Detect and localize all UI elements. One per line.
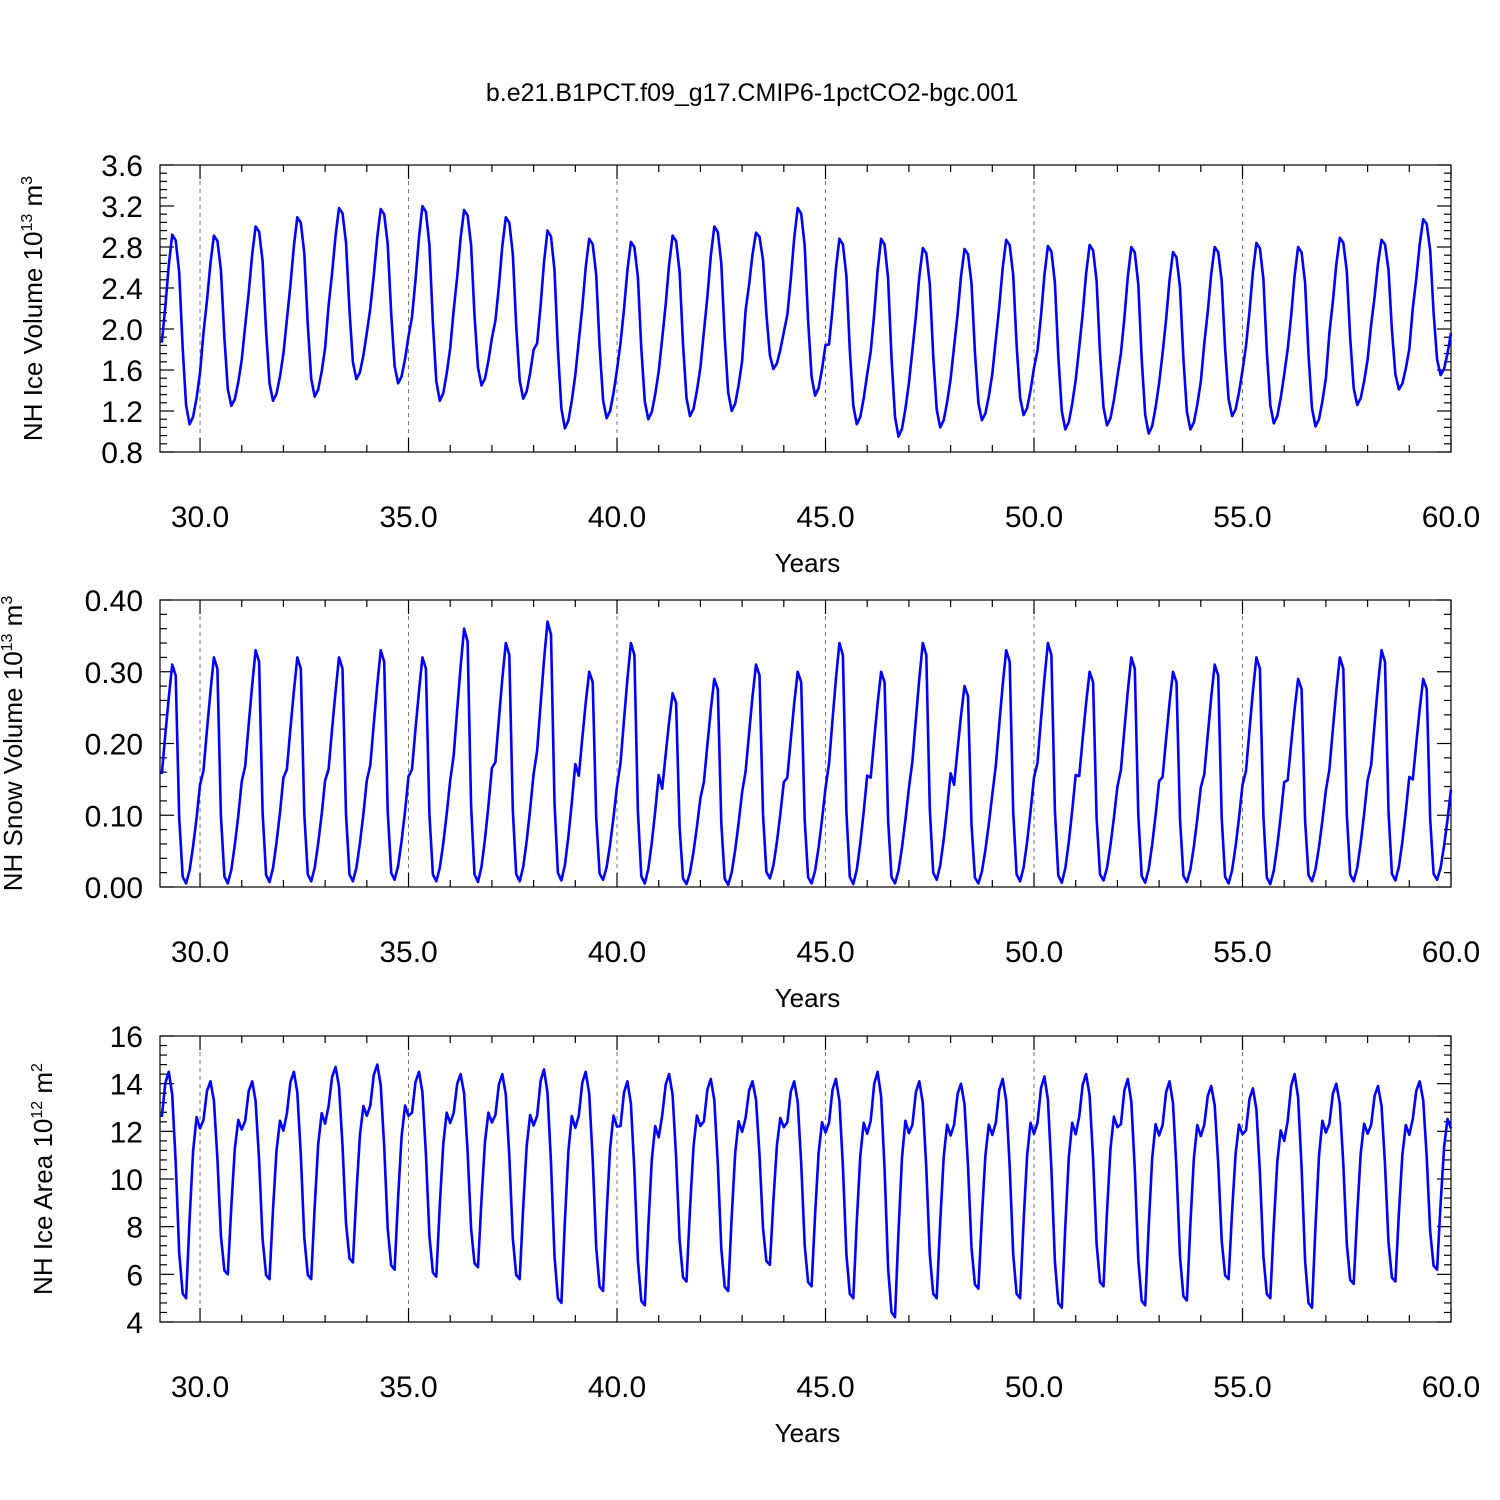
y-axis-label: NH Snow Volume 1013 m3: [0, 596, 28, 892]
y-tick-label: 4: [126, 1307, 143, 1340]
y-tick-label: 14: [110, 1069, 143, 1102]
y-tick-label: 0.20: [85, 729, 143, 762]
y-tick-label: 0.30: [85, 657, 143, 690]
y-axis-label-exp: 12: [29, 1101, 46, 1119]
series-line-ice_volume: [160, 204, 1453, 438]
x-tick-label: 35.0: [379, 936, 437, 969]
y-axis-label-unit: m: [18, 185, 48, 214]
y-tick-label: 3.2: [101, 191, 143, 224]
y-tick-label: 2.4: [101, 273, 143, 306]
y-axis-label-base: NH Snow Volume 10: [0, 651, 28, 891]
y-tick-label: 16: [110, 1021, 143, 1054]
x-tick-label: 55.0: [1213, 936, 1271, 969]
y-axis-label: NH Ice Volume 1013 m3: [18, 176, 48, 441]
panel-snow_volume: 30.0 35.0 40.0 45.0 50.0 55.0 60.0 Years 0.00 0.1…: [0, 585, 1480, 1013]
y-tick-label: 8: [126, 1212, 143, 1245]
y-axis-label-exp: 13: [0, 633, 16, 651]
x-tick-label: 45.0: [796, 501, 854, 534]
y-tick-label: 1.6: [101, 355, 143, 388]
y-axis-label-unit_exp: 3: [0, 596, 16, 605]
x-tick-label: 45.0: [796, 1371, 854, 1404]
y-axis-label-unit: m: [28, 1072, 58, 1101]
y-axis-label-base: NH Ice Area 10: [28, 1119, 58, 1295]
plot-frame: [159, 164, 1452, 453]
y-tick-label: 10: [110, 1164, 143, 1197]
x-tick-label: 40.0: [588, 936, 646, 969]
y-axis-label-unit_exp: 2: [29, 1063, 46, 1072]
x-tick-label: 30.0: [171, 501, 229, 534]
panel-ice_area: 30.0 35.0 40.0 45.0 50.0 55.0 60.0 Years 4 6 8 10 12…: [28, 1021, 1480, 1448]
y-tick-label: 0.8: [101, 437, 143, 470]
y-axis-label-unit: m: [0, 605, 28, 634]
x-tick-label: 50.0: [1005, 1371, 1063, 1404]
plot-frame: [159, 1035, 1452, 1323]
panel-ice_volume: 30.0 35.0 40.0 45.0 50.0 55.0 60.0 Years 0.8 1.2 1…: [18, 150, 1480, 578]
y-axis-label-unit_exp: 3: [19, 176, 36, 185]
x-tick-label: 30.0: [171, 1371, 229, 1404]
x-tick-label: 50.0: [1005, 936, 1063, 969]
x-tick-label: 60.0: [1422, 936, 1480, 969]
x-tick-label: 30.0: [171, 936, 229, 969]
y-tick-label: 1.2: [101, 396, 143, 429]
y-tick-label: 2.8: [101, 232, 143, 265]
y-axis-label-base: NH Ice Volume 10: [18, 232, 48, 442]
x-tick-label: 50.0: [1005, 501, 1063, 534]
x-tick-label: 60.0: [1422, 1371, 1480, 1404]
panels: 30.0 35.0 40.0 45.0 50.0 55.0 60.0 Years 0.8 1.2 1…: [0, 150, 1480, 1448]
y-tick-label: 0.10: [85, 800, 143, 833]
x-axis-label: Years: [775, 983, 841, 1013]
figure-title: b.e21.B1PCT.f09_g17.CMIP6-1pctCO2-bgc.00…: [486, 79, 1018, 107]
x-tick-label: 45.0: [796, 936, 854, 969]
x-tick-label: 35.0: [379, 1371, 437, 1404]
x-tick-label: 40.0: [588, 501, 646, 534]
x-axis-label: Years: [775, 548, 841, 578]
x-tick-label: 55.0: [1213, 501, 1271, 534]
y-axis-label-exp: 13: [19, 214, 36, 232]
series-line-snow_volume: [160, 620, 1453, 887]
x-axis-label: Years: [775, 1418, 841, 1448]
y-tick-label: 0.00: [85, 872, 143, 905]
x-tick-label: 35.0: [379, 501, 437, 534]
y-axis-label: NH Ice Area 1012 m2: [28, 1063, 58, 1295]
x-tick-label: 55.0: [1213, 1371, 1271, 1404]
y-tick-label: 0.40: [85, 585, 143, 618]
y-tick-label: 2.0: [101, 314, 143, 347]
y-tick-label: 12: [110, 1116, 143, 1149]
y-tick-label: 3.6: [101, 150, 143, 183]
x-tick-label: 40.0: [588, 1371, 646, 1404]
x-tick-label: 60.0: [1422, 501, 1480, 534]
y-tick-label: 6: [126, 1259, 143, 1292]
series-line-ice_area: [160, 1063, 1453, 1319]
